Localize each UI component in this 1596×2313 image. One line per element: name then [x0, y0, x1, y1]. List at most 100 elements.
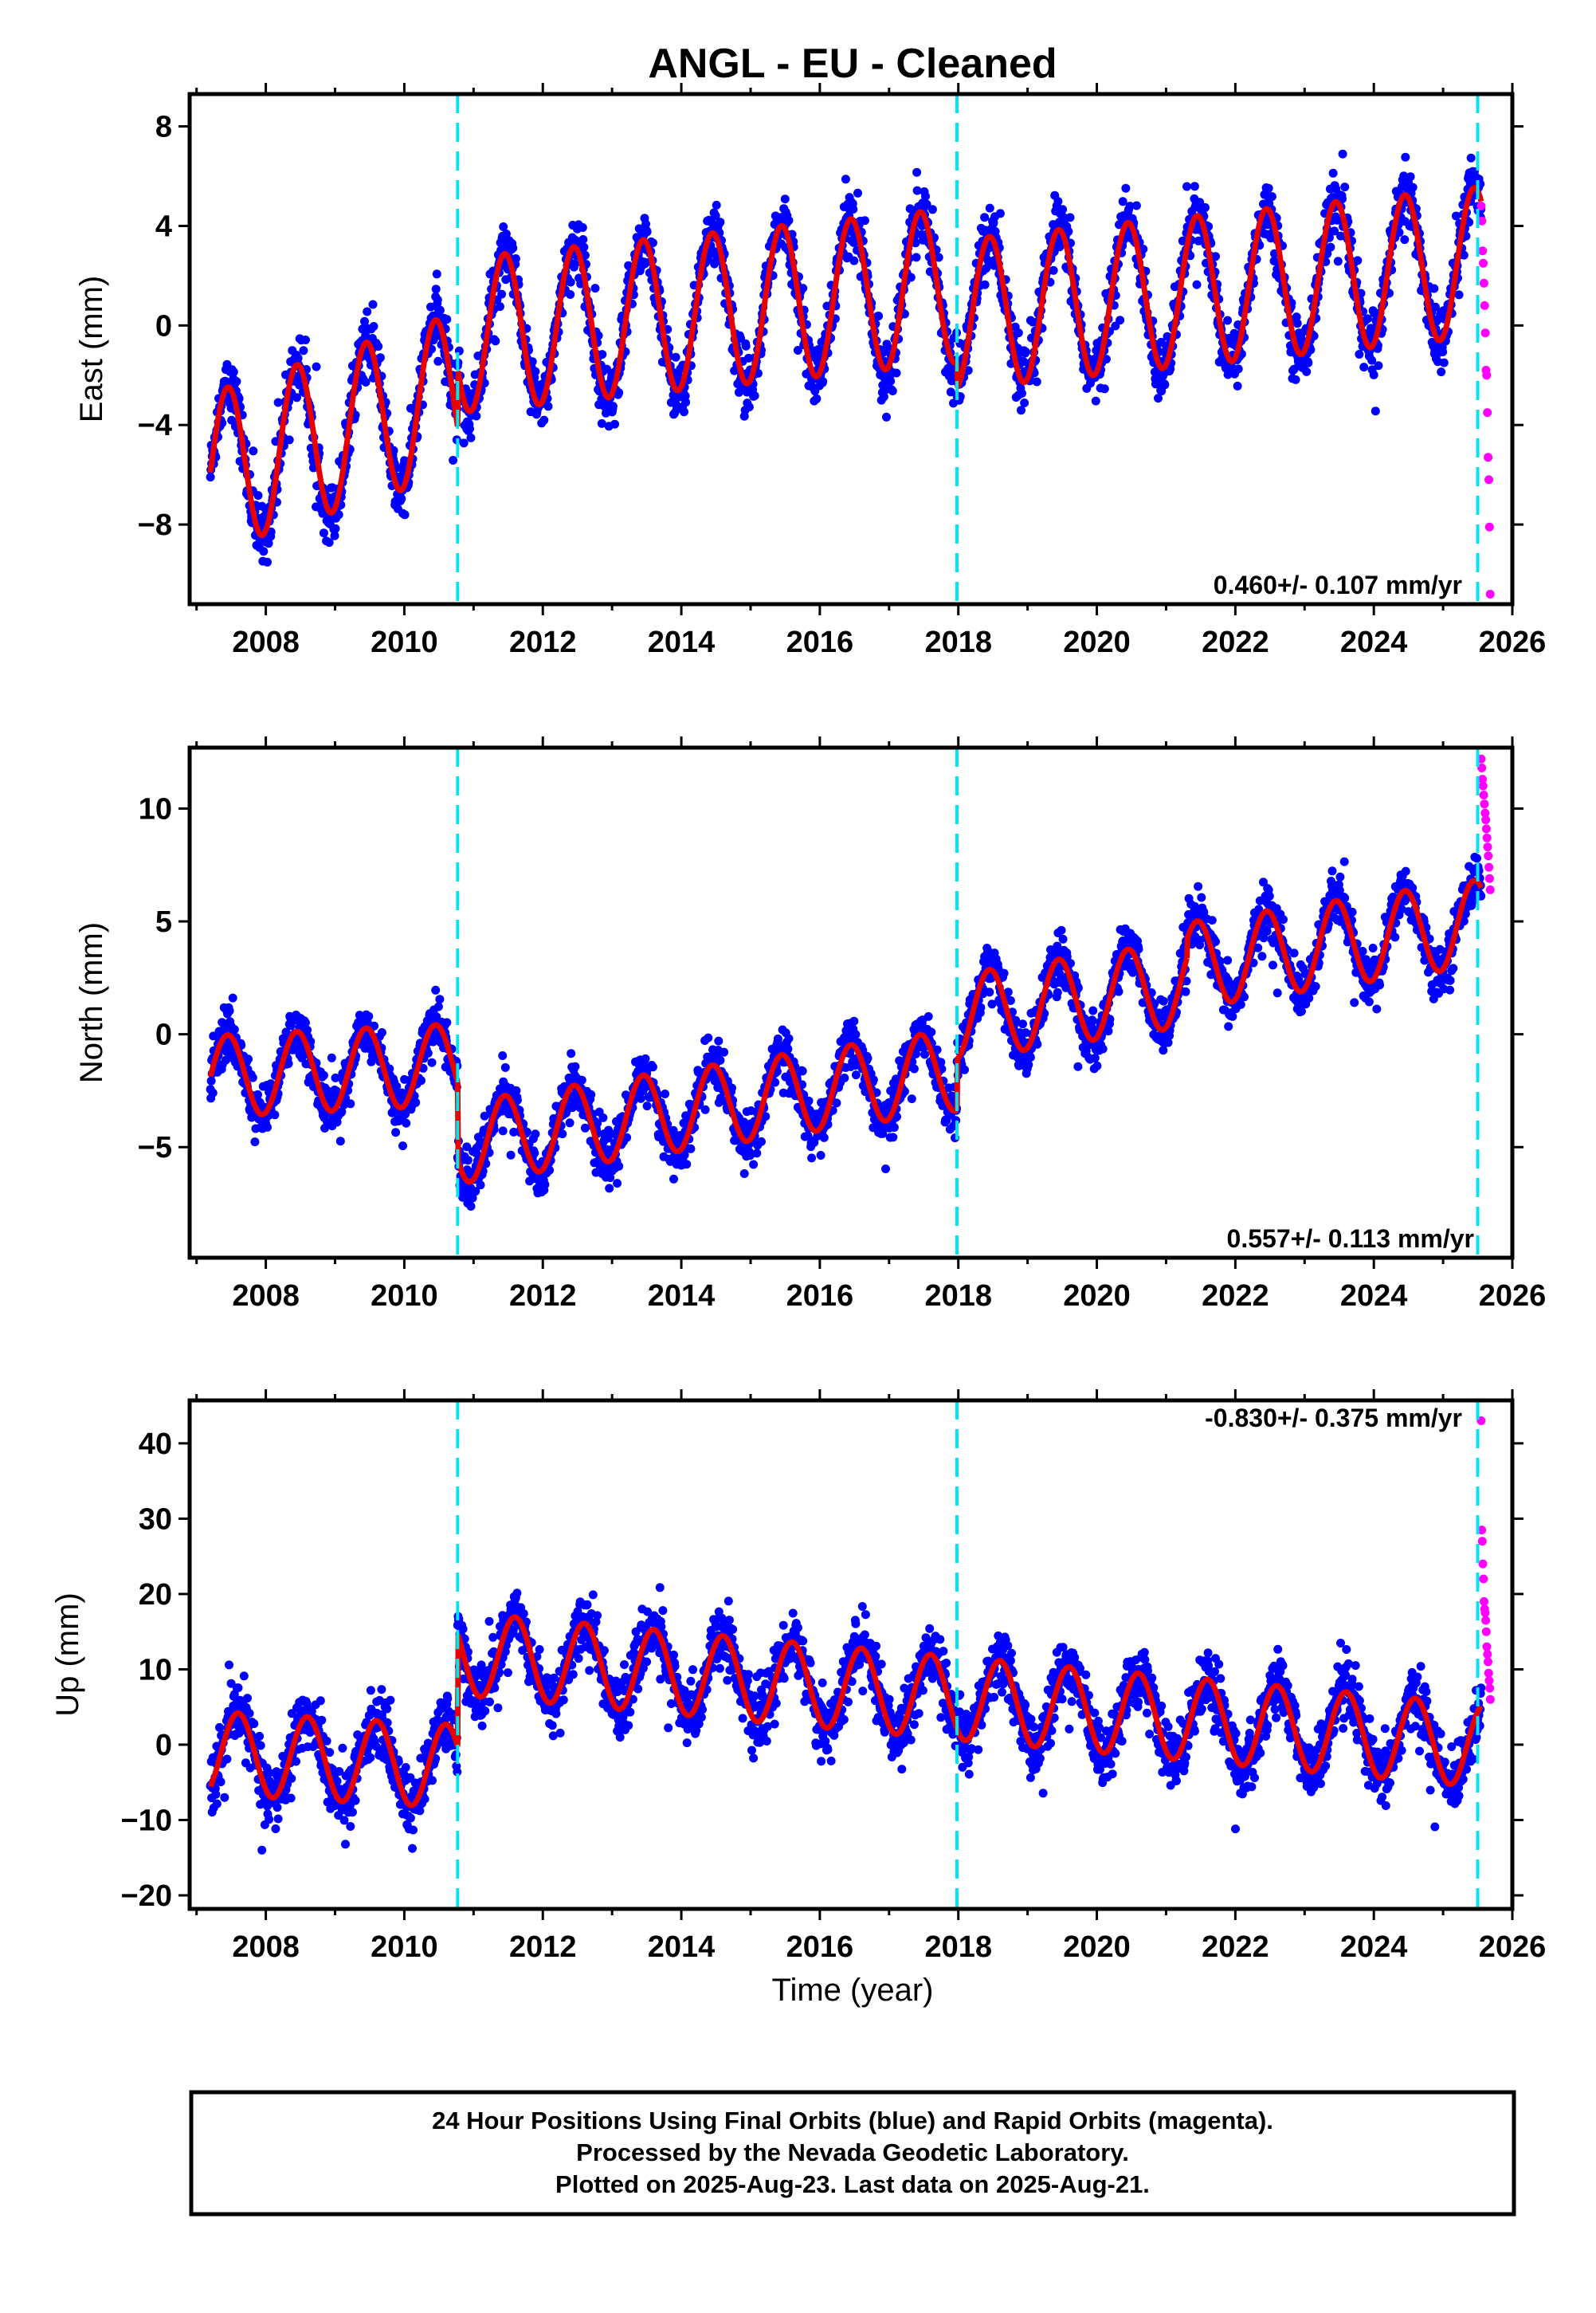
- north-final-point: [749, 1160, 759, 1169]
- east-final-point: [432, 269, 441, 279]
- east-x-tick-label: 2020: [1063, 626, 1131, 659]
- east-final-point: [375, 353, 385, 363]
- east-final-point: [680, 407, 688, 417]
- east-final-point: [1304, 358, 1313, 367]
- north-final-point: [807, 1153, 817, 1163]
- east-final-point: [927, 205, 937, 214]
- east-final-point: [253, 491, 263, 501]
- east-final-point: [1116, 316, 1125, 325]
- east-final-point: [284, 435, 294, 445]
- east-final-point: [1429, 284, 1439, 293]
- east-final-point: [229, 367, 238, 377]
- north-final-point: [327, 1053, 336, 1062]
- east-x-tick-label: 2012: [509, 626, 577, 659]
- east-final-point: [426, 302, 435, 312]
- east-final-point: [301, 336, 310, 344]
- east-rapid-point: [1483, 408, 1492, 418]
- east-final-point: [543, 402, 553, 411]
- north-final-point: [500, 1062, 510, 1072]
- east-final-point: [491, 336, 500, 346]
- north-final-point: [889, 1123, 899, 1132]
- north-final-point: [442, 1018, 452, 1027]
- east-final-point: [431, 285, 441, 294]
- east-final-point: [818, 377, 828, 387]
- east-x-tick-label: 2014: [648, 626, 716, 659]
- east-rapid-point: [1479, 278, 1488, 288]
- east-final-point: [259, 547, 269, 556]
- east-final-point: [232, 377, 241, 387]
- north-final-point: [229, 1025, 239, 1035]
- north-final-point: [466, 1202, 476, 1211]
- east-panel: 840−4−8 2008 2010 2012 2014 2016 2018 2020 2022…: [74, 83, 1546, 659]
- east-y-tick-label: 8: [155, 111, 172, 144]
- east-final-point: [741, 341, 751, 351]
- east-final-point: [912, 167, 922, 177]
- east-final-point: [712, 200, 721, 210]
- north-final-point: [402, 1118, 411, 1128]
- north-final-point: [565, 1118, 574, 1128]
- east-y-tick-label: −4: [138, 409, 172, 442]
- east-final-point: [368, 300, 378, 309]
- east-final-point: [374, 342, 383, 351]
- north-final-point: [661, 1090, 670, 1098]
- east-final-point: [360, 316, 369, 326]
- east-final-point: [263, 557, 272, 567]
- east-final-point: [1438, 348, 1448, 356]
- north-final-point: [263, 1122, 272, 1132]
- north-final-point: [700, 1105, 710, 1114]
- east-final-point: [566, 290, 575, 299]
- east-final-point: [1018, 389, 1026, 398]
- north-final-point: [927, 1027, 936, 1037]
- east-final-point: [1100, 384, 1109, 394]
- east-final-point: [1032, 377, 1041, 387]
- east-final-point: [849, 256, 859, 265]
- north-final-point: [250, 1137, 260, 1147]
- north-final-orbit-points: [206, 852, 1486, 1211]
- east-final-point: [642, 227, 652, 237]
- east-final-point: [508, 243, 518, 253]
- north-final-point: [642, 1102, 652, 1111]
- east-final-point: [744, 403, 754, 412]
- east-x-tick-label: 2016: [786, 626, 854, 659]
- north-final-point: [427, 1058, 437, 1067]
- north-final-point: [849, 1016, 859, 1026]
- east-final-point: [1190, 182, 1199, 191]
- east-final-point: [1406, 172, 1415, 182]
- east-final-point: [853, 188, 862, 198]
- east-final-point: [995, 209, 1005, 218]
- east-final-point: [400, 510, 410, 520]
- east-final-point: [849, 205, 858, 214]
- east-final-point: [716, 218, 725, 227]
- east-final-point: [206, 473, 215, 482]
- east-final-point: [1363, 314, 1372, 324]
- east-rapid-point: [1484, 453, 1493, 462]
- north-final-point: [888, 1133, 898, 1142]
- north-final-point: [391, 1128, 401, 1137]
- east-final-point: [985, 203, 994, 213]
- east-final-point: [1340, 183, 1350, 192]
- north-final-point: [798, 1066, 807, 1076]
- north-final-point: [208, 1088, 218, 1098]
- east-final-point: [886, 376, 896, 386]
- east-x-tick-label: 2024: [1340, 626, 1408, 659]
- north-final-point: [960, 1065, 969, 1074]
- east-final-point: [1466, 153, 1476, 163]
- east-final-point: [264, 539, 273, 548]
- east-final-point: [912, 253, 921, 262]
- east-final-point: [579, 242, 589, 252]
- east-final-point: [1355, 350, 1364, 359]
- east-final-point: [1400, 235, 1410, 245]
- north-final-point: [804, 1096, 814, 1105]
- north-final-point: [558, 1129, 567, 1139]
- north-final-point: [498, 1051, 508, 1060]
- east-final-point: [750, 391, 759, 400]
- east-final-point: [1267, 192, 1276, 202]
- east-final-point: [1160, 380, 1170, 390]
- east-final-point: [1264, 183, 1273, 193]
- east-final-point: [566, 277, 575, 287]
- east-final-point: [1201, 202, 1210, 212]
- east-final-point: [1333, 257, 1343, 266]
- north-final-point: [346, 1099, 355, 1109]
